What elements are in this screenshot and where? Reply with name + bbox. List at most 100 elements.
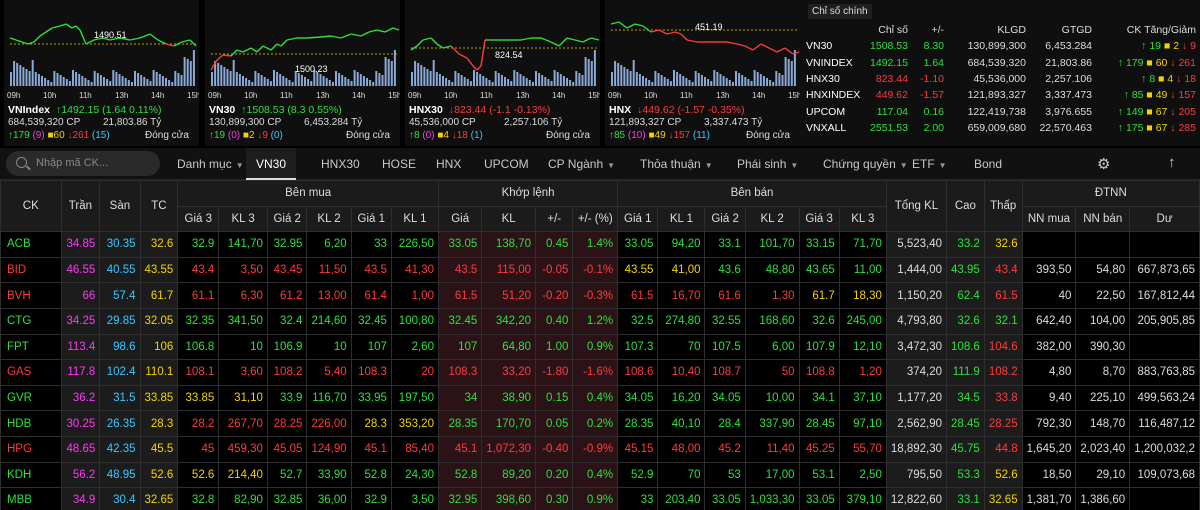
quote-cell[interactable]: 33.85: [177, 384, 220, 412]
quote-cell[interactable]: 107: [350, 333, 392, 361]
tab-upcom[interactable]: UPCOM: [484, 157, 529, 171]
quote-cell[interactable]: -0.40: [535, 435, 574, 463]
quote-cell[interactable]: 6,30: [218, 282, 268, 309]
quote-cell[interactable]: 245,00: [838, 307, 887, 335]
quote-cell[interactable]: 24,30: [390, 461, 439, 489]
quote-cell[interactable]: 71,70: [838, 231, 887, 258]
quote-cell[interactable]: 17,00: [744, 461, 800, 489]
quote-cell[interactable]: 32.55: [704, 307, 746, 335]
quote-cell[interactable]: 5,40: [306, 359, 352, 386]
mini-chart-hnx[interactable]: 451.19 09h 10h 11h 13h 14h 15h HNX ↓449.62 (-1…: [605, 0, 800, 146]
quote-cell[interactable]: 10: [306, 333, 352, 361]
quote-cell[interactable]: 33.05: [798, 487, 840, 510]
quote-cell[interactable]: 34.1: [798, 384, 840, 412]
quote-cell[interactable]: 97,10: [838, 410, 887, 437]
quote-cell[interactable]: 11,50: [306, 256, 352, 284]
quote-cell[interactable]: 32.4: [266, 307, 308, 335]
quote-cell[interactable]: 0.30: [535, 487, 574, 510]
quote-cell[interactable]: 0.20: [535, 461, 574, 489]
quote-cell[interactable]: 33,20: [481, 359, 537, 386]
quote-cell[interactable]: 106.8: [177, 333, 220, 361]
quote-cell[interactable]: 32.9: [177, 231, 220, 258]
symbol[interactable]: MBB: [0, 487, 62, 510]
quote-cell[interactable]: -0.1%: [572, 256, 619, 284]
quote-cell[interactable]: 53: [704, 461, 746, 489]
table-row[interactable]: CTG 34.25 29.85 32.05 32.35 341,50 32.4 214,…: [0, 307, 1200, 335]
symbol[interactable]: GVR: [0, 384, 62, 412]
quote-cell[interactable]: 45.05: [266, 435, 308, 463]
table-row[interactable]: MBB 34.9 30.4 32.65 32.8 82,90 32.85 36,00 32…: [0, 487, 1200, 510]
quote-cell[interactable]: 52.6: [177, 461, 220, 489]
table-row[interactable]: BVH 66 57.4 61.7 61.1 6,30 61.2 13,00 61.4 1,0…: [0, 282, 1200, 309]
quote-cell[interactable]: 32.8: [177, 487, 220, 510]
quote-cell[interactable]: 33: [617, 487, 659, 510]
quote-cell[interactable]: 52.8: [350, 461, 392, 489]
quote-cell[interactable]: 41,30: [390, 256, 439, 284]
quote-cell[interactable]: 203,40: [657, 487, 706, 510]
quote-cell[interactable]: 34.05: [617, 384, 659, 412]
quote-cell[interactable]: 108.3: [350, 359, 392, 386]
quote-cell[interactable]: 43.4: [177, 256, 220, 284]
quote-cell[interactable]: 53.1: [798, 461, 840, 489]
quote-cell[interactable]: -1.6%: [572, 359, 619, 386]
tab-hnx[interactable]: HNX: [436, 157, 461, 171]
quote-cell[interactable]: 32.85: [266, 487, 308, 510]
tab-hose[interactable]: HOSE: [382, 157, 416, 171]
quote-cell[interactable]: 3,50: [218, 256, 268, 284]
index-tab[interactable]: Chỉ số chính: [808, 4, 872, 19]
quote-cell[interactable]: 61.7: [798, 282, 840, 309]
quote-cell[interactable]: 45: [177, 435, 220, 463]
quote-cell[interactable]: 0.9%: [572, 333, 619, 361]
quote-cell[interactable]: 0.9%: [572, 487, 619, 510]
quote-cell[interactable]: 13,00: [306, 282, 352, 309]
index-row[interactable]: VNXALL 2551.53 2.00 659,009,680 22,570.4…: [804, 120, 1198, 136]
quote-cell[interactable]: 170,70: [481, 410, 537, 437]
tab-vn30[interactable]: VN30: [246, 148, 297, 180]
quote-cell[interactable]: 1,072,30: [481, 435, 537, 463]
quote-cell[interactable]: 108.7: [704, 359, 746, 386]
quote-cell[interactable]: 33.1: [704, 231, 746, 258]
quote-cell[interactable]: 398,60: [481, 487, 537, 510]
quote-cell[interactable]: 28.35: [617, 410, 659, 437]
quote-cell[interactable]: 16,20: [657, 384, 706, 412]
quote-cell[interactable]: 28.35: [437, 410, 483, 437]
quote-cell[interactable]: 115,00: [481, 256, 537, 284]
table-row[interactable]: BID 46.55 40.55 43.55 43.4 3,50 43.45 11,50 4…: [0, 256, 1200, 284]
symbol[interactable]: HPG: [0, 435, 62, 463]
tab-bond[interactable]: Bond: [974, 157, 1002, 171]
quote-cell[interactable]: 18,30: [838, 282, 887, 309]
quote-cell[interactable]: 0.15: [535, 384, 574, 412]
tab-hnx30[interactable]: HNX30: [321, 157, 360, 171]
quote-cell[interactable]: 107: [437, 333, 483, 361]
quote-cell[interactable]: 6,20: [306, 231, 352, 258]
quote-cell[interactable]: 1.4%: [572, 231, 619, 258]
quote-cell[interactable]: -0.05: [535, 256, 574, 284]
quote-cell[interactable]: 61.2: [266, 282, 308, 309]
table-row[interactable]: KDH 56.2 48.95 52.6 52.6 214,40 52.7 33,90 52…: [0, 461, 1200, 489]
quote-cell[interactable]: 43.6: [704, 256, 746, 284]
stock-search-input[interactable]: Nhập mã CK...: [6, 151, 160, 176]
tab-danh-mục[interactable]: Danh mục ▼: [177, 157, 244, 171]
quote-cell[interactable]: 31,10: [218, 384, 268, 412]
quote-cell[interactable]: 226,00: [306, 410, 352, 437]
quote-cell[interactable]: 52.9: [617, 461, 659, 489]
tab-etf[interactable]: ETF ▼: [912, 157, 947, 171]
quote-cell[interactable]: 50: [744, 359, 800, 386]
quote-cell[interactable]: 100,80: [390, 307, 439, 335]
quote-cell[interactable]: 33: [350, 231, 392, 258]
arrow-up-icon[interactable]: ↑: [1168, 154, 1176, 171]
quote-cell[interactable]: 337,90: [744, 410, 800, 437]
tab-thỏa-thuận[interactable]: Thỏa thuận ▼: [640, 157, 713, 171]
quote-cell[interactable]: 141,70: [218, 231, 268, 258]
quote-cell[interactable]: 1,20: [838, 359, 887, 386]
quote-cell[interactable]: 1,033,30: [744, 487, 800, 510]
quote-cell[interactable]: 0.4%: [572, 384, 619, 412]
gear-icon[interactable]: ⚙: [1097, 156, 1111, 173]
quote-cell[interactable]: 16,70: [657, 282, 706, 309]
quote-cell[interactable]: 226,50: [390, 231, 439, 258]
quote-cell[interactable]: 32.45: [437, 307, 483, 335]
quote-cell[interactable]: 33.15: [798, 231, 840, 258]
quote-cell[interactable]: 33.95: [350, 384, 392, 412]
quote-cell[interactable]: 33.05: [437, 231, 483, 258]
quote-cell[interactable]: 1,00: [390, 282, 439, 309]
